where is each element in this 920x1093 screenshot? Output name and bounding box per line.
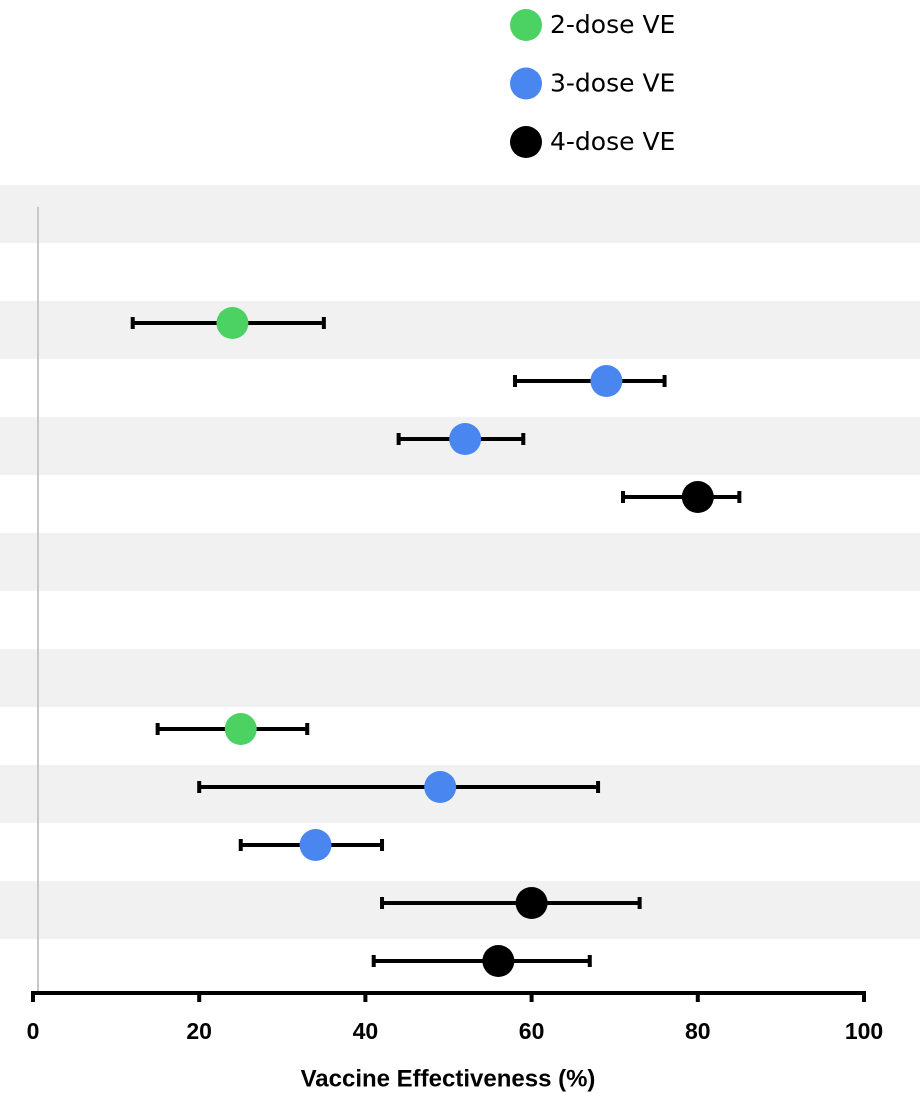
- point-estimate: [482, 945, 515, 977]
- x-tick-label: 80: [685, 1018, 711, 1044]
- legend-label: 4-dose VE: [550, 127, 675, 156]
- point-estimate: [424, 771, 457, 803]
- row-band: [0, 185, 920, 243]
- legend-label: 2-dose VE: [550, 10, 675, 39]
- x-tick-label: 0: [27, 1018, 40, 1044]
- point-estimate: [590, 365, 623, 397]
- point-estimate: [515, 887, 548, 919]
- point-estimate: [449, 423, 482, 455]
- row-band: [0, 881, 920, 939]
- point-estimate: [216, 307, 249, 339]
- row-band: [0, 649, 920, 707]
- row-band: [0, 765, 920, 823]
- point-estimate: [681, 481, 714, 513]
- legend-marker: [510, 67, 542, 100]
- x-tick-label: 100: [845, 1018, 883, 1044]
- point-estimate: [299, 829, 332, 861]
- legend-marker: [510, 126, 542, 158]
- x-tick-label: 60: [519, 1018, 545, 1044]
- x-tick-label: 20: [186, 1018, 212, 1044]
- x-axis-title: Vaccine Effectiveness (%): [301, 1065, 596, 1092]
- row-band: [0, 533, 920, 591]
- legend-marker: [510, 9, 542, 41]
- x-tick-label: 40: [353, 1018, 379, 1044]
- row-band: [0, 301, 920, 359]
- point-estimate: [224, 713, 257, 745]
- legend-label: 3-dose VE: [550, 69, 675, 98]
